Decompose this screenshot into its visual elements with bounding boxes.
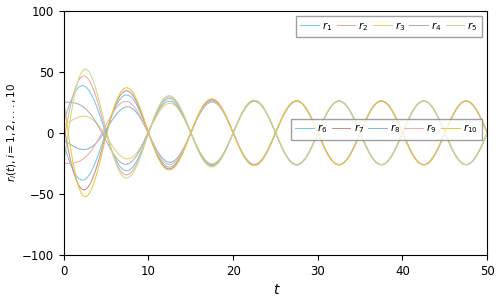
- Y-axis label: $r_i(t), i=1,2,...,10$: $r_i(t), i=1,2,...,10$: [6, 83, 19, 182]
- X-axis label: t: t: [272, 283, 278, 298]
- Legend: $r_6$, $r_7$, $r_8$, $r_9$, $r_{10}$: $r_6$, $r_7$, $r_8$, $r_9$, $r_{10}$: [291, 118, 482, 140]
